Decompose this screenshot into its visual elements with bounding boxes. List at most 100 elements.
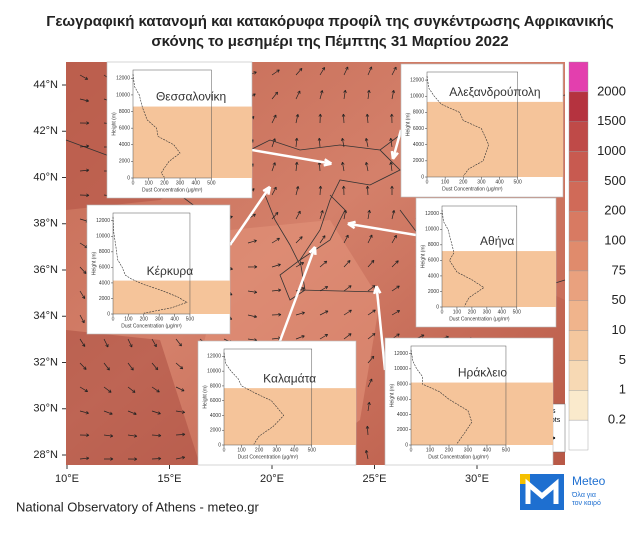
wind-arrow bbox=[319, 235, 326, 244]
colorbar-label: 1000 bbox=[597, 143, 626, 158]
city-arrow bbox=[372, 285, 387, 371]
colorbar-label: 500 bbox=[604, 173, 626, 188]
wind-arrow bbox=[79, 144, 90, 149]
inset-x-tick-label: 0 bbox=[426, 179, 429, 185]
wind-arrow bbox=[391, 310, 401, 316]
wind-arrow bbox=[295, 335, 305, 340]
inset-y-tick-label: 4000 bbox=[210, 413, 221, 419]
wind-arrow bbox=[271, 237, 280, 244]
inset-x-tick-label: 400 bbox=[170, 316, 179, 322]
wind-arrow bbox=[295, 210, 301, 220]
x-tick-label: 30°E bbox=[465, 473, 489, 485]
inset-y-tick-label: 12000 bbox=[96, 218, 110, 224]
inset-x-tick-label: 100 bbox=[124, 316, 133, 322]
inset-y-tick-label: 10000 bbox=[425, 227, 439, 233]
wind-arrow bbox=[295, 90, 301, 100]
wind-arrow bbox=[319, 334, 329, 340]
logo-tagline: Όλα για bbox=[571, 492, 596, 499]
wind-arrow bbox=[79, 338, 86, 347]
inset-y-label: Height (m) bbox=[111, 112, 117, 136]
inset-x-label: Dust Concentration (μg/m³) bbox=[449, 316, 510, 322]
city-name: Καλαμάτα bbox=[263, 371, 316, 385]
inset-y-label: Height (m) bbox=[202, 385, 208, 409]
inset-y-tick-label: 6000 bbox=[413, 126, 424, 132]
dust-profile bbox=[223, 352, 285, 445]
y-tick-label: 38°N bbox=[33, 218, 58, 230]
wind-arrow bbox=[247, 314, 258, 319]
colorbar-swatch bbox=[568, 419, 589, 451]
wind-arrow bbox=[343, 66, 349, 76]
wind-arrow bbox=[175, 386, 185, 392]
wind-arrow bbox=[79, 121, 90, 125]
inset-frame bbox=[112, 212, 191, 315]
dust-profile bbox=[132, 74, 181, 178]
y-tick-label: 44°N bbox=[33, 79, 58, 91]
colorbar-swatch bbox=[568, 270, 589, 301]
inset-y-tick-label: 2000 bbox=[119, 159, 130, 165]
inset-x-tick-label: 300 bbox=[483, 309, 492, 315]
wind-arrow bbox=[319, 310, 329, 316]
wind-arrow bbox=[343, 309, 352, 316]
inset-x-tick-label: 400 bbox=[192, 180, 201, 186]
wind-arrow bbox=[295, 186, 300, 196]
wind-arrow bbox=[79, 456, 90, 461]
colorbar-label: 1 bbox=[619, 382, 626, 397]
title-line: Γεωγραφική κατανομή και κατακόρυφα προφί… bbox=[46, 13, 614, 30]
inset-y-tick-label: 10000 bbox=[116, 92, 130, 98]
inset-x-tick-label: 300 bbox=[272, 447, 281, 453]
inset-y-tick-label: 12000 bbox=[394, 351, 408, 357]
inset-y-tick-label: 0 bbox=[436, 304, 439, 310]
wind-arrow bbox=[127, 434, 138, 438]
inset-y-tick-label: 10000 bbox=[410, 94, 424, 100]
wind-arrow bbox=[343, 209, 348, 220]
wind-arrow bbox=[103, 338, 109, 348]
wind-arrow bbox=[294, 161, 299, 172]
x-tick-label: 25°E bbox=[363, 473, 387, 485]
wind-arrow bbox=[342, 185, 346, 196]
inset-x-tick-label: 200 bbox=[255, 447, 264, 453]
wind-arrow bbox=[364, 137, 369, 148]
dust-profile bbox=[426, 75, 489, 177]
wind-arrow bbox=[390, 113, 394, 124]
inset-x-tick-label: 0 bbox=[112, 316, 115, 322]
inset-y-tick-label: 12000 bbox=[425, 211, 439, 217]
wind-arrow bbox=[271, 263, 281, 268]
inset-x-tick-label: 0 bbox=[132, 180, 135, 186]
wind-arrow bbox=[79, 362, 87, 370]
inset-x-tick-label: 200 bbox=[445, 447, 454, 453]
wind-arrow bbox=[341, 113, 346, 124]
inset-x-tick-label: 500 bbox=[186, 316, 195, 322]
wind-arrow bbox=[247, 265, 258, 269]
city-name: Θεσσαλονίκη bbox=[156, 90, 226, 104]
inset-x-tick-label: 200 bbox=[160, 180, 169, 186]
wind-arrow bbox=[271, 186, 277, 196]
inset-x-tick-label: 200 bbox=[459, 179, 468, 185]
wind-arrow bbox=[343, 260, 351, 268]
wind-arrow bbox=[271, 138, 276, 148]
inset-x-label: Dust Concentration (μg/m³) bbox=[428, 454, 489, 460]
wind-arrow bbox=[79, 266, 87, 274]
wind-arrow bbox=[127, 386, 136, 393]
wind-arrow bbox=[391, 285, 400, 292]
inset-y-tick-label: 4000 bbox=[397, 412, 408, 418]
inset-y-label: Height (m) bbox=[389, 383, 395, 407]
wind-arrow bbox=[103, 434, 114, 438]
wind-arrow bbox=[271, 312, 282, 317]
wind-arrow bbox=[271, 288, 282, 293]
wind-arrow bbox=[151, 410, 161, 415]
inset-y-tick-label: 4000 bbox=[428, 273, 439, 279]
wind-arrow bbox=[391, 260, 399, 268]
city-name: Ηράκλειο bbox=[458, 366, 507, 380]
wind-arrow bbox=[295, 311, 305, 316]
logo-accent bbox=[520, 474, 530, 484]
wind-arrow bbox=[151, 338, 157, 348]
inset-x-label: Dust Concentration (μg/m³) bbox=[238, 454, 299, 460]
wind-arrow bbox=[175, 432, 186, 437]
boundary-shade bbox=[442, 251, 556, 307]
x-tick-label: 20°E bbox=[260, 473, 284, 485]
wind-arrow bbox=[389, 137, 393, 148]
wind-arrow bbox=[271, 211, 279, 220]
y-tick-label: 36°N bbox=[33, 264, 58, 276]
inset-x-tick-label: 100 bbox=[441, 179, 450, 185]
colorbar-swatch bbox=[568, 390, 589, 421]
